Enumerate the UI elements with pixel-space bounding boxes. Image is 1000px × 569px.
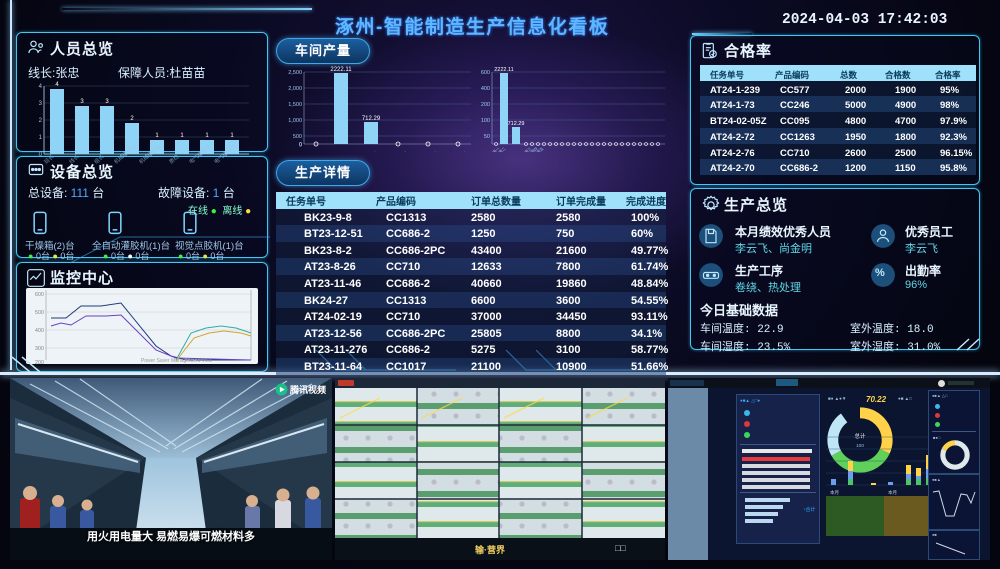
svg-text:2: 2 [130,116,134,122]
svg-text:600: 600 [35,292,44,298]
svg-text:1: 1 [180,133,184,139]
svg-text:2222.11: 2222.11 [330,67,352,73]
svg-text:1: 1 [205,133,209,139]
svg-text:3: 3 [39,101,43,107]
svg-text:1: 1 [155,133,159,139]
svg-text:712.29: 712.29 [508,121,525,127]
svg-text:4: 4 [55,82,59,88]
svg-text:500: 500 [293,134,302,140]
svg-text:2,000: 2,000 [288,86,302,92]
svg-text:周一: 周一 [308,151,320,152]
svg-text:1: 1 [39,135,43,141]
svg-text:周五: 周五 [428,151,440,152]
svg-text:周三: 周三 [368,151,380,152]
svg-text:4: 4 [39,84,43,90]
svg-text:600: 600 [481,70,490,76]
svg-text:2222.11: 2222.11 [494,67,513,73]
svg-text:500: 500 [35,310,44,316]
svg-text:3: 3 [105,99,109,105]
svg-text:1,500: 1,500 [288,102,302,108]
svg-text:Power Saver Management V1.1: Power Saver Management V1.1 [141,358,212,364]
svg-text:周二: 周二 [338,151,350,152]
svg-text:周四: 周四 [398,151,410,152]
svg-text:400: 400 [481,86,490,92]
svg-text:400: 400 [35,328,44,334]
svg-text:300: 300 [35,346,44,352]
svg-text:2,500: 2,500 [288,70,302,76]
svg-text:1: 1 [230,133,234,139]
svg-text:周日: 周日 [458,151,470,152]
svg-text:3: 3 [80,99,84,105]
svg-text:100: 100 [481,118,490,124]
svg-text:0: 0 [299,142,302,148]
svg-text:2: 2 [39,118,43,124]
svg-text:1,000: 1,000 [288,118,302,124]
svg-text:200: 200 [481,102,490,108]
svg-text:712.29: 712.29 [362,116,381,122]
svg-text:50: 50 [484,134,490,140]
